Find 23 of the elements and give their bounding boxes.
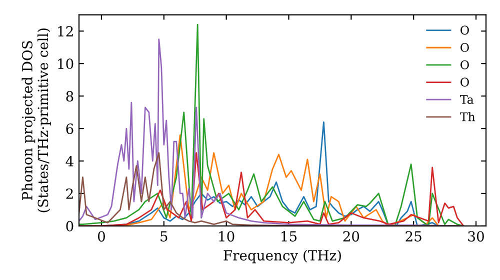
y-tick-label: 4	[66, 156, 74, 166]
y-tick-label: 0	[66, 220, 74, 232]
legend-label: O	[460, 78, 469, 87]
x-tick-label: 0	[98, 231, 105, 242]
legend-label: O	[460, 43, 469, 52]
legend-label: O	[460, 26, 469, 35]
y-tick-label: 6	[66, 123, 74, 134]
x-tick-label: 10	[219, 231, 234, 242]
x-tick-label: 15	[282, 231, 297, 242]
x-tick-label: 30	[468, 231, 484, 242]
x-axis-title: Frequency (THz)	[224, 250, 341, 264]
y-tick-label: 10	[58, 58, 74, 70]
y-tick-label: 2	[66, 188, 73, 199]
legend-label: Th	[460, 112, 476, 122]
x-tick-label: 20	[343, 231, 360, 242]
legend-label: Ta	[460, 95, 474, 104]
line-series	[79, 152, 464, 226]
y-axis-title: Phonon projected DOS (States/THz·primitive cell)	[22, 28, 51, 212]
y-tick-label: 8	[66, 91, 74, 102]
legend-label: O	[460, 60, 469, 70]
x-tick-label: 25	[406, 231, 422, 242]
y-tick-label: 12	[58, 26, 73, 36]
x-tick-label: 5	[160, 231, 168, 242]
